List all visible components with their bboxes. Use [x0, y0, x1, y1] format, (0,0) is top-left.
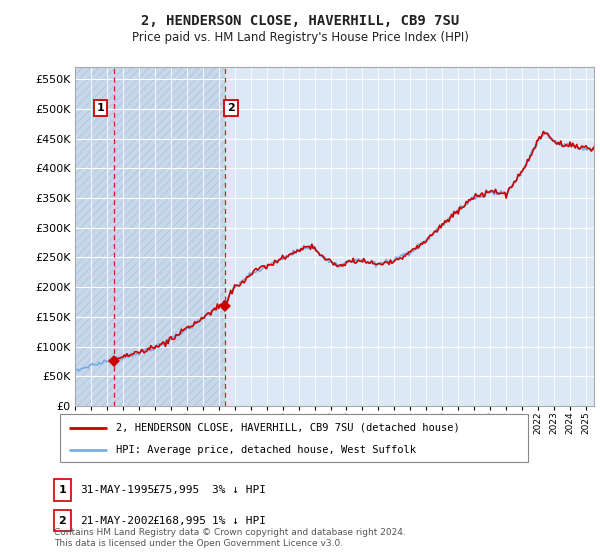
Text: 2: 2: [227, 103, 235, 113]
Text: 1: 1: [97, 103, 104, 113]
Text: 21-MAY-2002: 21-MAY-2002: [80, 516, 154, 526]
Text: £168,995: £168,995: [152, 516, 206, 526]
Text: 2, HENDERSON CLOSE, HAVERHILL, CB9 7SU: 2, HENDERSON CLOSE, HAVERHILL, CB9 7SU: [141, 14, 459, 28]
Text: Price paid vs. HM Land Registry's House Price Index (HPI): Price paid vs. HM Land Registry's House …: [131, 31, 469, 44]
FancyBboxPatch shape: [60, 414, 528, 462]
Text: 1: 1: [59, 485, 66, 495]
Bar: [75, 67, 225, 406]
Text: Contains HM Land Registry data © Crown copyright and database right 2024.
This d: Contains HM Land Registry data © Crown c…: [54, 528, 406, 548]
Text: 31-MAY-1995: 31-MAY-1995: [80, 485, 154, 495]
Text: 3% ↓ HPI: 3% ↓ HPI: [212, 485, 266, 495]
Text: 2, HENDERSON CLOSE, HAVERHILL, CB9 7SU (detached house): 2, HENDERSON CLOSE, HAVERHILL, CB9 7SU (…: [116, 423, 460, 433]
Text: HPI: Average price, detached house, West Suffolk: HPI: Average price, detached house, West…: [116, 445, 416, 455]
Text: £75,995: £75,995: [152, 485, 199, 495]
Text: 1% ↓ HPI: 1% ↓ HPI: [212, 516, 266, 526]
Text: 2: 2: [59, 516, 66, 526]
